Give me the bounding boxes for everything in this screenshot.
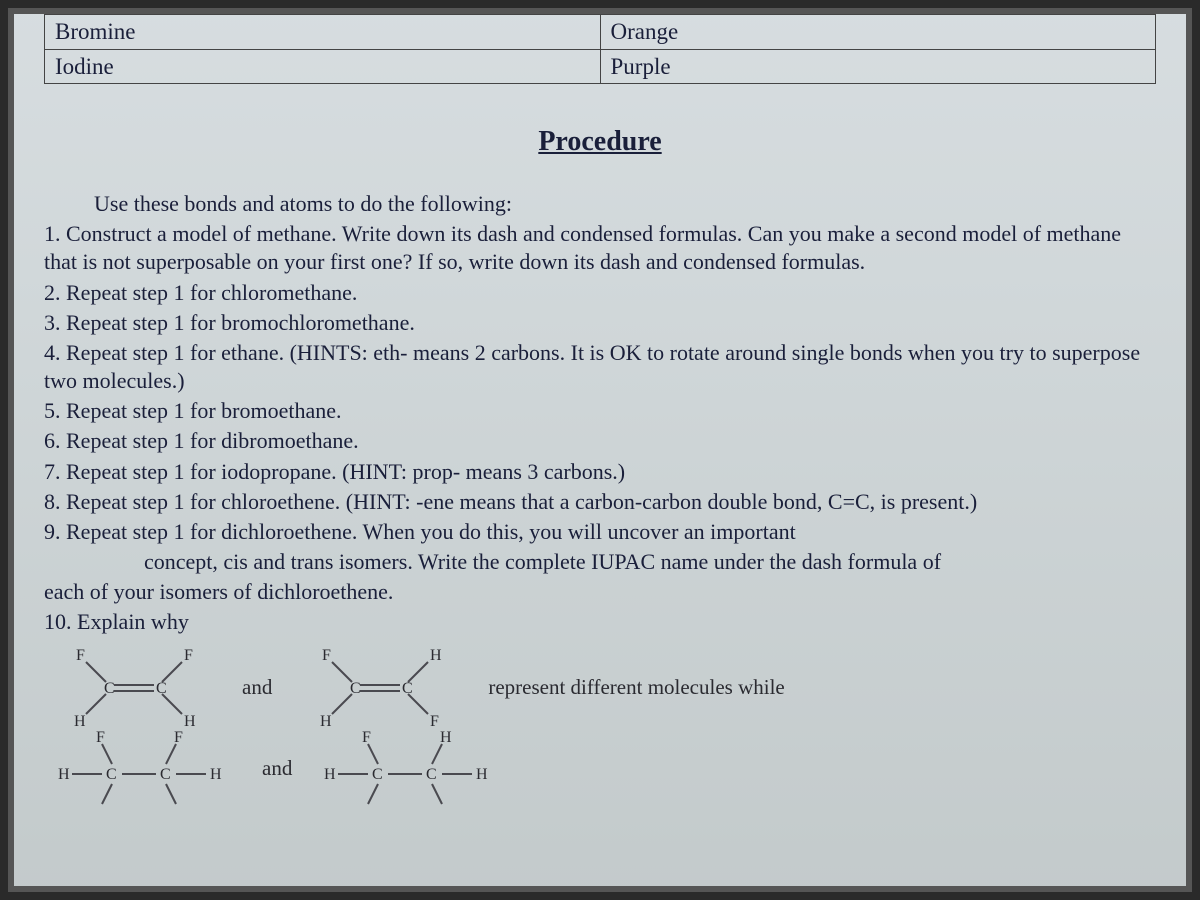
element-color: Green bbox=[600, 0, 1156, 15]
svg-text:F: F bbox=[174, 729, 183, 746]
svg-text:C: C bbox=[350, 680, 361, 697]
step-10: 10. Explain why bbox=[44, 608, 1156, 636]
and-label: and bbox=[242, 674, 272, 701]
svg-text:F: F bbox=[76, 647, 85, 664]
svg-text:H: H bbox=[324, 766, 336, 783]
svg-text:C: C bbox=[104, 680, 115, 697]
svg-text:F: F bbox=[362, 729, 371, 746]
step-3: 3. Repeat step 1 for bromochloromethane. bbox=[44, 309, 1156, 337]
element-color: Orange bbox=[600, 15, 1156, 49]
svg-text:C: C bbox=[426, 766, 437, 783]
molecule-row-2: H C C H F F and H C C bbox=[44, 728, 1156, 808]
document-page: Chlorine Green Bromine Orange Iodine Pur… bbox=[14, 0, 1186, 900]
element-name: Bromine bbox=[45, 15, 601, 49]
molecule-ethane-ff: H C C H F F bbox=[44, 728, 244, 808]
table-row: Bromine Orange bbox=[45, 15, 1156, 49]
intro-text: Use these bonds and atoms to do the foll… bbox=[44, 190, 1156, 218]
step-9b: concept, cis and trans isomers. Write th… bbox=[44, 548, 1156, 576]
molecule-row-1: C C F F H H and C C F H bbox=[44, 642, 1156, 732]
step-5: 5. Repeat step 1 for bromoethane. bbox=[44, 397, 1156, 425]
step-4: 4. Repeat step 1 for ethane. (HINTS: eth… bbox=[44, 339, 1156, 395]
step-6: 6. Repeat step 1 for dibromoethane. bbox=[44, 427, 1156, 455]
svg-text:C: C bbox=[372, 766, 383, 783]
color-table: Chlorine Green Bromine Orange Iodine Pur… bbox=[44, 0, 1156, 84]
table-row: Chlorine Green bbox=[45, 0, 1156, 15]
svg-text:H: H bbox=[476, 766, 488, 783]
molecule-ethene-fh-hf: C C F H H F bbox=[290, 642, 470, 732]
step-9c: each of your isomers of dichloroethene. bbox=[44, 578, 1156, 606]
molecule-ethene-ff-hh: C C F F H H bbox=[44, 642, 224, 732]
svg-text:F: F bbox=[96, 729, 105, 746]
svg-text:H: H bbox=[430, 647, 442, 664]
procedure-heading: Procedure bbox=[44, 124, 1156, 160]
step-2: 2. Repeat step 1 for chloromethane. bbox=[44, 279, 1156, 307]
svg-text:H: H bbox=[210, 766, 222, 783]
molecule-ethane-fh: H C C H F H bbox=[310, 728, 510, 808]
svg-text:C: C bbox=[106, 766, 117, 783]
svg-text:C: C bbox=[156, 680, 167, 697]
and-label: and bbox=[262, 755, 292, 782]
tail-text-1: represent different molecules while bbox=[488, 674, 784, 701]
step-1: 1. Construct a model of methane. Write d… bbox=[44, 220, 1156, 276]
svg-text:C: C bbox=[402, 680, 413, 697]
step-7: 7. Repeat step 1 for iodopropane. (HINT:… bbox=[44, 458, 1156, 486]
svg-text:H: H bbox=[58, 766, 70, 783]
step-8: 8. Repeat step 1 for chloroethene. (HINT… bbox=[44, 488, 1156, 516]
element-color: Purple bbox=[600, 49, 1156, 83]
table-row: Iodine Purple bbox=[45, 49, 1156, 83]
svg-text:H: H bbox=[440, 729, 452, 746]
svg-text:F: F bbox=[184, 647, 193, 664]
element-name: Chlorine bbox=[45, 0, 601, 15]
step-9a: 9. Repeat step 1 for dichloroethene. Whe… bbox=[44, 518, 1156, 546]
svg-text:C: C bbox=[160, 766, 171, 783]
svg-text:F: F bbox=[322, 647, 331, 664]
element-name: Iodine bbox=[45, 49, 601, 83]
